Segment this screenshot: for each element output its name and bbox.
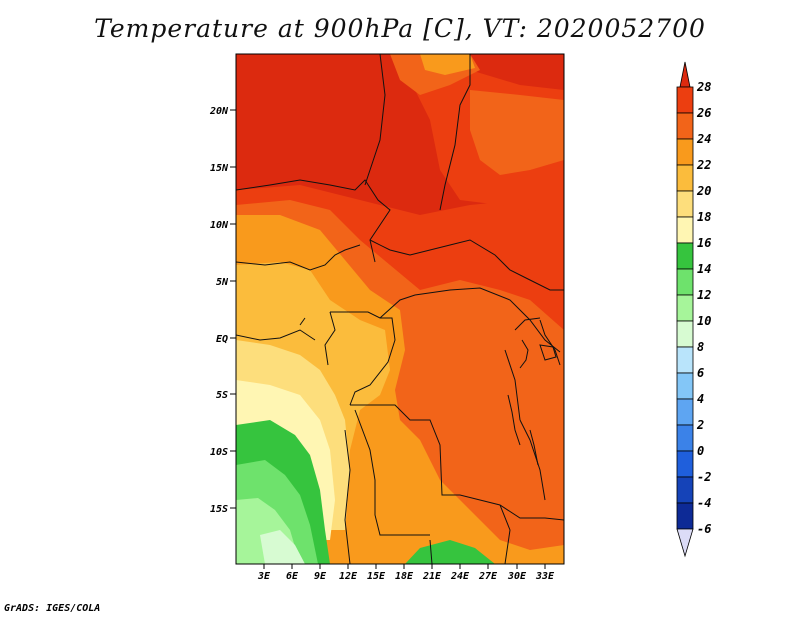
colorbar-swatch-20-22 [676,164,694,192]
lon-label-27E: 27E [478,571,498,582]
lat-label-5S: 5S [216,390,228,401]
colorbar-label: 16 [697,236,711,250]
colorbar-swatch-m6-m4 [676,502,694,530]
colorbar-swatch-24-26 [676,112,694,140]
colorbar-swatch-18-20 [676,190,694,218]
lat-label-10N: 10N [210,220,229,231]
colorbar-swatch-12-14 [676,268,694,296]
lon-label-18E: 18E [395,571,414,582]
chart-title: Temperature at 900hPa [C], VT: 202005270… [94,14,706,43]
colorbar-swatch-4-6 [676,372,694,400]
colorbar [676,61,694,558]
colorbar-label: -6 [697,522,711,536]
lat-label-20N: 20N [209,106,229,117]
lat-label-5N: 5N [216,277,229,288]
colorbar-swatch-26-28 [676,86,694,114]
colorbar-label: 0 [697,444,704,458]
colorbar-labels: 28 26 24 22 20 18 16 14 12 10 8 6 4 2 0 … [696,80,711,536]
lon-label-12E: 12E [339,571,358,582]
colorbar-swatch-10-12 [676,294,694,322]
colorbar-label: 4 [697,392,704,406]
map-panel [236,54,564,564]
colorbar-label: -2 [697,470,711,484]
colorbar-swatch-22-24 [676,138,694,166]
temp-field-14-16-south [405,540,495,564]
map-frame [235,53,565,565]
lon-label-9E: 9E [314,571,327,582]
temp-field-22-24-top [420,54,475,75]
lat-label-10S: 10S [210,447,228,458]
lon-label-33E: 33E [535,571,555,582]
lon-label-15E: 15E [367,571,386,582]
lat-label-15N: 15N [210,163,229,174]
colorbar-label: -4 [697,496,711,510]
colorbar-swatch-m4-m2 [676,476,694,504]
colorbar-swatch-14-16 [676,242,694,270]
footer-credit: GrADS: IGES/COLA [4,603,101,614]
colorbar-label: 14 [697,262,711,276]
lat-label-15S: 15S [210,504,228,515]
colorbar-label: 28 [696,80,711,94]
temp-field-8-10 [260,530,305,564]
lon-label-21E: 21E [422,571,442,582]
colorbar-label: 2 [696,418,704,432]
colorbar-swatch-m2-0 [676,450,694,478]
colorbar-under-arrow [676,528,694,558]
colorbar-label: 26 [696,106,711,120]
coastlines [299,317,557,466]
temp-field-24-26-ne [470,90,564,175]
colorbar-swatch-0-2 [676,424,694,452]
colorbar-label: 12 [697,288,711,302]
colorbar-label: 8 [697,340,704,354]
colorbar-label: 22 [696,158,711,172]
lon-axis: 3E 6E 9E 12E 15E 18E 21E 24E 27E 30E 33E [257,564,555,582]
colorbar-label: 20 [696,184,711,198]
colorbar-swatch-6-8 [676,346,694,374]
colorbar-label: 18 [697,210,711,224]
colorbar-label: 10 [697,314,711,328]
lon-label-30E: 30E [507,571,527,582]
lon-label-3E: 3E [257,571,271,582]
lon-label-24E: 24E [450,571,470,582]
lat-label-EQ: EQ [216,334,228,345]
colorbar-label: 24 [696,132,711,146]
colorbar-swatch-8-10 [676,320,694,348]
lat-axis: 20N 15N 10N 5N EQ 5S 10S 15S [209,106,236,515]
country-borders [236,54,564,564]
colorbar-label: 6 [697,366,704,380]
colorbar-swatch-16-18 [676,216,694,244]
colorbar-over-arrow [679,61,691,88]
lon-label-6E: 6E [286,571,299,582]
colorbar-swatch-2-4 [676,398,694,426]
